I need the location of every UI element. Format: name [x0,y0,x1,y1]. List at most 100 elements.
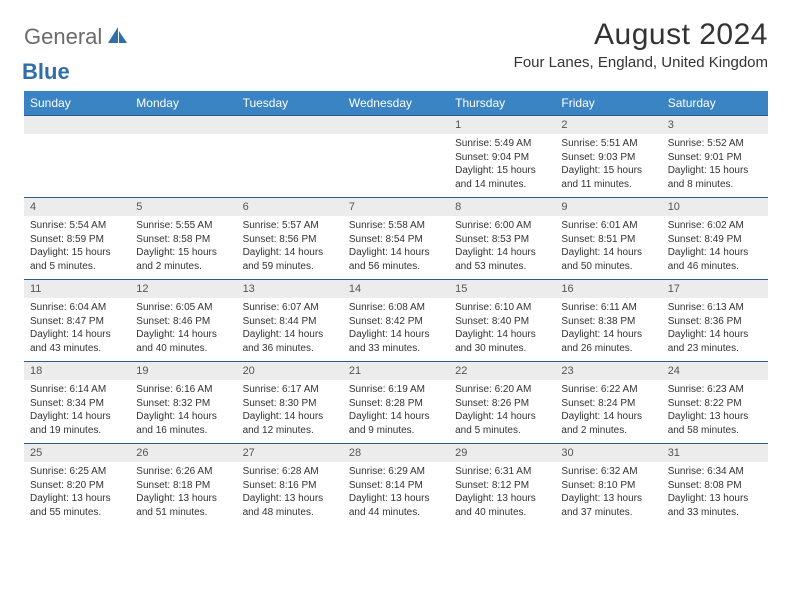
sunset-text: Sunset: 8:32 PM [136,397,230,411]
sunrise-text: Sunrise: 6:26 AM [136,465,230,479]
daylight-text: Daylight: 15 hours [136,246,230,260]
day-cell: 14Sunrise: 6:08 AMSunset: 8:42 PMDayligh… [343,280,449,362]
daylight-text: and 8 minutes. [668,178,762,192]
day-cell: 7Sunrise: 5:58 AMSunset: 8:54 PMDaylight… [343,198,449,280]
day-number: 6 [237,198,343,216]
sunrise-text: Sunrise: 5:49 AM [455,137,549,151]
daylight-text: Daylight: 13 hours [136,492,230,506]
day-body: Sunrise: 6:07 AMSunset: 8:44 PMDaylight:… [237,298,343,361]
daylight-text: Daylight: 15 hours [561,164,655,178]
sunset-text: Sunset: 8:28 PM [349,397,443,411]
sunset-text: Sunset: 8:44 PM [243,315,337,329]
sunrise-text: Sunrise: 6:22 AM [561,383,655,397]
day-body [130,134,236,190]
daylight-text: Daylight: 14 hours [243,328,337,342]
day-number: 15 [449,280,555,298]
day-body: Sunrise: 6:08 AMSunset: 8:42 PMDaylight:… [343,298,449,361]
title-block: August 2024 Four Lanes, England, United … [514,18,768,71]
day-cell: 18Sunrise: 6:14 AMSunset: 8:34 PMDayligh… [24,362,130,444]
day-number: 14 [343,280,449,298]
sunrise-text: Sunrise: 6:07 AM [243,301,337,315]
sunrise-text: Sunrise: 6:28 AM [243,465,337,479]
sunrise-text: Sunrise: 5:52 AM [668,137,762,151]
sunset-text: Sunset: 8:24 PM [561,397,655,411]
sunset-text: Sunset: 8:49 PM [668,233,762,247]
day-number [130,116,236,134]
day-body: Sunrise: 6:00 AMSunset: 8:53 PMDaylight:… [449,216,555,279]
daylight-text: and 43 minutes. [30,342,124,356]
day-body: Sunrise: 5:54 AMSunset: 8:59 PMDaylight:… [24,216,130,279]
sunrise-text: Sunrise: 6:00 AM [455,219,549,233]
daylight-text: and 19 minutes. [30,424,124,438]
sunrise-text: Sunrise: 6:05 AM [136,301,230,315]
day-cell: 16Sunrise: 6:11 AMSunset: 8:38 PMDayligh… [555,280,661,362]
sunset-text: Sunset: 8:46 PM [136,315,230,329]
day-body: Sunrise: 6:23 AMSunset: 8:22 PMDaylight:… [662,380,768,443]
day-body: Sunrise: 6:31 AMSunset: 8:12 PMDaylight:… [449,462,555,525]
daylight-text: Daylight: 14 hours [668,328,762,342]
sunrise-text: Sunrise: 5:58 AM [349,219,443,233]
day-number: 31 [662,444,768,462]
day-body: Sunrise: 6:28 AMSunset: 8:16 PMDaylight:… [237,462,343,525]
sunset-text: Sunset: 9:04 PM [455,151,549,165]
day-number: 18 [24,362,130,380]
daylight-text: and 30 minutes. [455,342,549,356]
sunrise-text: Sunrise: 5:57 AM [243,219,337,233]
day-number: 20 [237,362,343,380]
sunrise-text: Sunrise: 6:14 AM [30,383,124,397]
week-row: 4Sunrise: 5:54 AMSunset: 8:59 PMDaylight… [24,198,768,280]
sunrise-text: Sunrise: 6:32 AM [561,465,655,479]
day-number: 4 [24,198,130,216]
week-row: 1Sunrise: 5:49 AMSunset: 9:04 PMDaylight… [24,116,768,198]
day-number: 8 [449,198,555,216]
day-cell: 21Sunrise: 6:19 AMSunset: 8:28 PMDayligh… [343,362,449,444]
day-cell: 1Sunrise: 5:49 AMSunset: 9:04 PMDaylight… [449,116,555,198]
sunset-text: Sunset: 9:03 PM [561,151,655,165]
day-cell: 27Sunrise: 6:28 AMSunset: 8:16 PMDayligh… [237,444,343,526]
day-body: Sunrise: 6:04 AMSunset: 8:47 PMDaylight:… [24,298,130,361]
sunrise-text: Sunrise: 6:23 AM [668,383,762,397]
day-body: Sunrise: 5:55 AMSunset: 8:58 PMDaylight:… [130,216,236,279]
day-number: 25 [24,444,130,462]
daylight-text: and 23 minutes. [668,342,762,356]
sunset-text: Sunset: 8:08 PM [668,479,762,493]
day-cell: 24Sunrise: 6:23 AMSunset: 8:22 PMDayligh… [662,362,768,444]
daylight-text: and 11 minutes. [561,178,655,192]
daylight-text: Daylight: 13 hours [455,492,549,506]
sunset-text: Sunset: 8:16 PM [243,479,337,493]
daylight-text: Daylight: 13 hours [668,410,762,424]
day-body: Sunrise: 5:52 AMSunset: 9:01 PMDaylight:… [662,134,768,197]
sunrise-text: Sunrise: 6:13 AM [668,301,762,315]
day-number: 2 [555,116,661,134]
daylight-text: Daylight: 13 hours [561,492,655,506]
day-cell: 10Sunrise: 6:02 AMSunset: 8:49 PMDayligh… [662,198,768,280]
day-number: 9 [555,198,661,216]
dayhead-fri: Friday [555,91,661,116]
day-number: 23 [555,362,661,380]
day-cell: 26Sunrise: 6:26 AMSunset: 8:18 PMDayligh… [130,444,236,526]
day-cell: 30Sunrise: 6:32 AMSunset: 8:10 PMDayligh… [555,444,661,526]
day-number: 21 [343,362,449,380]
daylight-text: Daylight: 14 hours [136,328,230,342]
daylight-text: Daylight: 14 hours [243,410,337,424]
daylight-text: and 48 minutes. [243,506,337,520]
day-body: Sunrise: 5:51 AMSunset: 9:03 PMDaylight:… [555,134,661,197]
day-cell: 5Sunrise: 5:55 AMSunset: 8:58 PMDaylight… [130,198,236,280]
daylight-text: Daylight: 14 hours [349,328,443,342]
day-number [237,116,343,134]
day-cell: 23Sunrise: 6:22 AMSunset: 8:24 PMDayligh… [555,362,661,444]
daylight-text: Daylight: 14 hours [349,246,443,260]
day-body [24,134,130,190]
day-cell: 31Sunrise: 6:34 AMSunset: 8:08 PMDayligh… [662,444,768,526]
daylight-text: Daylight: 15 hours [30,246,124,260]
daylight-text: and 36 minutes. [243,342,337,356]
sunrise-text: Sunrise: 6:04 AM [30,301,124,315]
week-row: 11Sunrise: 6:04 AMSunset: 8:47 PMDayligh… [24,280,768,362]
sunrise-text: Sunrise: 6:01 AM [561,219,655,233]
day-body: Sunrise: 6:05 AMSunset: 8:46 PMDaylight:… [130,298,236,361]
daylight-text: and 53 minutes. [455,260,549,274]
daylight-text: Daylight: 14 hours [455,246,549,260]
location-text: Four Lanes, England, United Kingdom [514,54,768,71]
sunset-text: Sunset: 8:22 PM [668,397,762,411]
brand-logo: General [24,24,130,50]
